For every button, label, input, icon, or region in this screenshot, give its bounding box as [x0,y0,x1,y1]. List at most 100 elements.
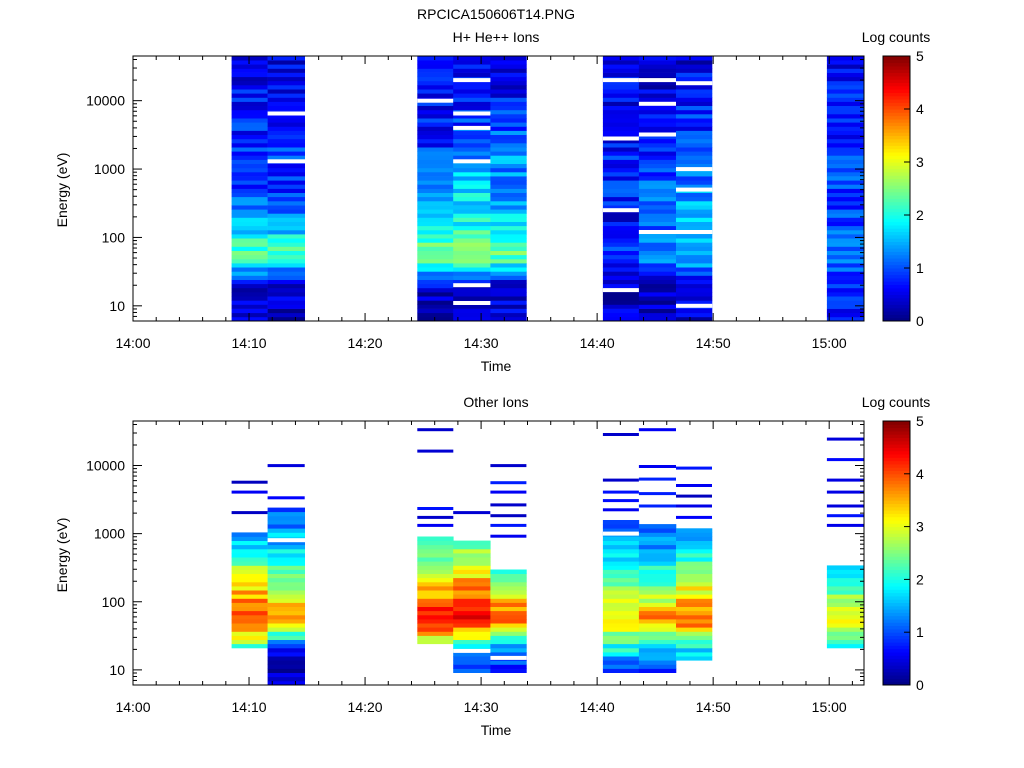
spectrogram-cell [453,93,491,98]
colorbar-segment [883,168,910,173]
spectrogram-cell [602,130,640,135]
spectrogram-cell [231,627,268,632]
spectrogram-cell [417,76,454,82]
spectrogram-cell [638,477,676,481]
spectrogram-cell [267,68,305,73]
colorbar-segment [883,158,910,163]
spectrogram-cell [417,93,454,98]
colorbar-segment [883,467,910,471]
colorbar-segment [883,142,910,146]
spectrogram-cell [826,478,864,482]
colorbar-segment [883,447,910,452]
axes: 14:00 14:10 14:20 14:30 14:40 14:50 15:00 10 100… [86,421,864,715]
spectrogram-cell [231,180,268,185]
spectrogram-cell [602,93,640,98]
spectrogram-cell [638,548,677,554]
spectrogram-cell [676,138,713,144]
spectrogram-cell [231,316,268,322]
spectrogram-cell [490,176,527,181]
spectrogram-cell [638,287,677,293]
spectrogram-cell [826,80,865,86]
spectrogram-cell [453,176,491,181]
spectrogram-cell [602,64,640,69]
spectrogram-cell [638,573,677,579]
spectrogram-cell [602,639,640,645]
spectrogram-cell [417,242,454,247]
spectrogram-cell [453,316,491,322]
spectrogram-cell [453,540,491,546]
colorbar-segment [883,62,910,67]
spectrogram-cell [638,581,677,587]
colorbar-segment [883,665,910,669]
colorbar-segment [883,645,910,650]
spectrogram-cell [231,109,268,115]
colorbar-segment [883,595,910,600]
spectrogram-cell [602,229,640,235]
spectrogram-cell [453,89,491,94]
spectrogram-cell [267,511,305,517]
spectrogram-cell [267,496,305,500]
spectrogram-cell [676,504,712,508]
spectrogram-cell [453,122,491,127]
spectrogram-cell [490,590,527,595]
spectrogram-cell [453,606,491,612]
colorbar-segment [883,115,910,120]
spectrogram-gap [602,531,640,536]
spectrogram-cell [453,163,491,169]
spectrogram-cell [231,192,268,198]
spectrogram-cell [267,296,305,301]
spectrogram-cell [638,225,677,231]
spectrogram-cell [453,312,491,318]
colorbar-segment [883,254,910,259]
spectrogram-gap [417,98,454,103]
spectrogram-cell [490,503,527,507]
spectrogram-cell [231,250,268,256]
spectrogram-cell [638,151,677,156]
colorbar-segment [883,248,910,252]
spectrogram-cell [602,155,640,160]
spectrogram-cell [231,581,268,587]
x-tick-label: 14:20 [348,335,383,351]
spectrogram-cell [417,258,454,264]
spectrogram-cell [453,180,491,185]
spectrogram-cell [490,643,527,649]
spectrogram-cell [602,184,640,189]
colorbar-segment [883,228,910,233]
spectrogram-cell [231,101,268,106]
spectrogram-cell [417,428,454,432]
spectrogram-cell [490,534,527,538]
spectrogram-cell [417,573,454,579]
spectrogram-cell [826,623,865,628]
spectrogram-cell [638,72,677,78]
spectrogram-cell [676,312,713,318]
spectrogram-cell [490,598,527,603]
spectrogram-cell [826,250,865,256]
spectrogram-cell [826,246,865,251]
spectrogram-cell [231,548,268,554]
colorbar-segment [883,652,910,656]
spectrogram-cell [490,238,527,243]
spectrogram-cell [453,242,491,247]
colorbar-segment [883,178,910,183]
spectrogram-cell [490,138,527,144]
spectrogram-cell [231,205,268,210]
spectrogram-cell [453,151,491,156]
spectrogram-cell [231,631,268,636]
colorbar-segment [883,430,910,435]
spectrogram-cell [453,56,491,61]
spectrogram-cell [417,312,454,318]
spectrogram-cell [417,283,454,289]
spectrogram-cell [826,598,865,603]
spectrogram-cell [267,627,305,632]
spectrogram-cell [490,586,527,591]
spectrogram-cell [638,569,677,574]
spectrogram-cell [602,72,640,78]
y-tick-label: 10 [109,662,125,678]
spectrogram-cell [676,631,713,636]
colorbar-segment [883,605,910,610]
spectrogram-cell [826,523,864,527]
spectrogram-cell [490,250,527,256]
spectrogram-cell [826,263,865,268]
spectrogram-cell [826,72,865,78]
